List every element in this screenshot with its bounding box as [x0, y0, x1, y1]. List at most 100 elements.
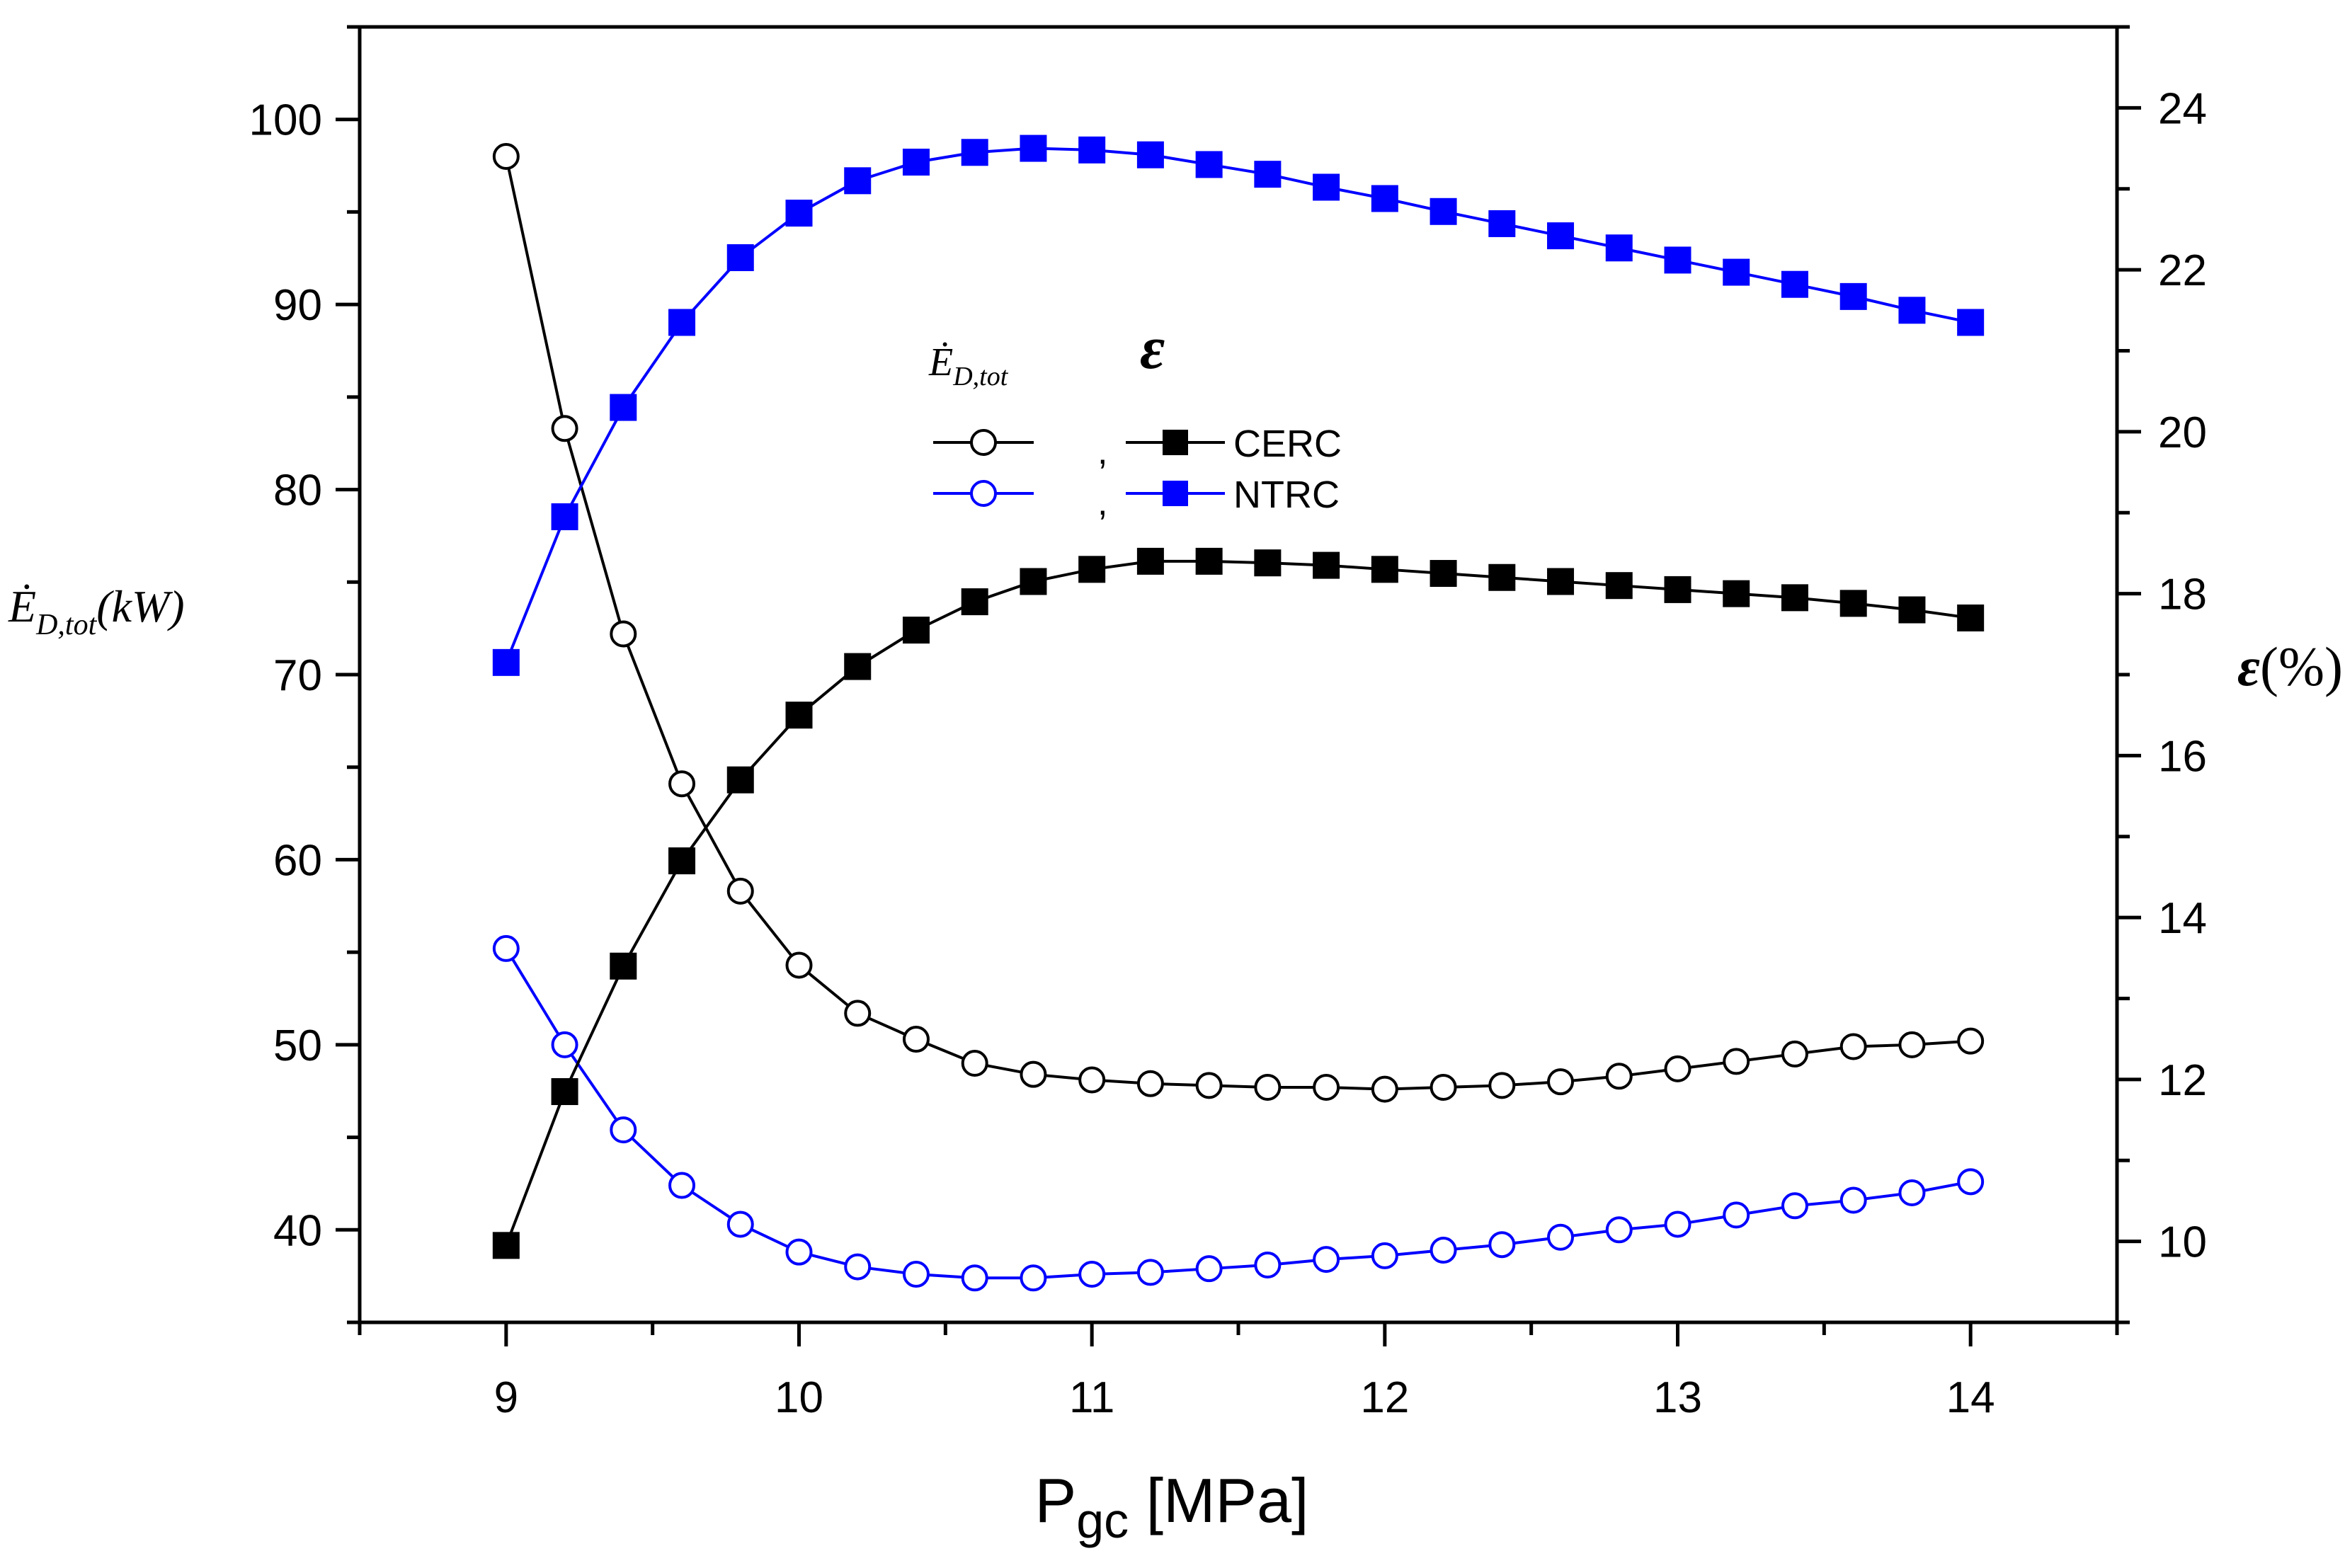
ntrc-exergy-destruction-point: [1371, 1242, 1398, 1269]
y-left-tick-label: 100: [249, 96, 322, 145]
y-right-axis-title: ε(%): [2237, 636, 2343, 697]
y-right-tick-label: 20: [2158, 408, 2207, 457]
series-layer: [492, 135, 1985, 1292]
x-tick-label: 13: [1653, 1373, 1702, 1422]
ntrc-exergy-destruction-point: [1020, 1264, 1047, 1292]
cerc-exergy-destruction-point: [1898, 1031, 1926, 1058]
ntrc-efficiency-point: [1254, 161, 1282, 188]
cerc-exergy-destruction-point: [1957, 1027, 1985, 1055]
cerc-efficiency-point: [1898, 596, 1926, 624]
cerc-exergy-destruction-point: [1488, 1072, 1516, 1099]
ntrc-exergy-destruction-point: [1723, 1201, 1750, 1229]
cerc-efficiency-point: [1547, 568, 1575, 595]
ntrc-efficiency-point: [1547, 222, 1575, 250]
ntrc-efficiency-point: [668, 309, 696, 336]
cerc-efficiency-point: [1136, 547, 1164, 575]
ntrc-efficiency-point: [551, 503, 578, 530]
cerc-exergy-destruction-point: [1254, 1073, 1282, 1101]
ntrc-exergy-destruction-point: [551, 1031, 578, 1058]
cerc-efficiency-point: [610, 952, 637, 980]
ntrc-efficiency-point: [1313, 173, 1340, 201]
cerc-exergy-destruction-point: [1547, 1068, 1575, 1096]
cerc-exergy-destruction-point: [1195, 1072, 1223, 1099]
cerc-efficiency-line: [504, 559, 1971, 1247]
legend-ntrc-circle-marker: [970, 480, 997, 507]
cerc-efficiency-point: [726, 766, 754, 794]
x-tick-label: 10: [775, 1373, 823, 1422]
cerc-exergy-destruction-point: [1020, 1060, 1047, 1088]
ntrc-efficiency-point: [1195, 151, 1223, 178]
ntrc-efficiency-line: [504, 147, 1971, 663]
ntrc-exergy-destruction-point: [1957, 1168, 1985, 1196]
cerc-exergy-destruction-point: [551, 415, 578, 442]
ntrc-efficiency-point: [1020, 135, 1047, 162]
y-right-tick-label: 12: [2158, 1056, 2207, 1105]
ntrc-exergy-destruction-point: [610, 1116, 637, 1144]
ntrc-efficiency-point: [1664, 246, 1691, 274]
ntrc-exergy-destruction-point: [1547, 1223, 1575, 1251]
ntrc-exergy-destruction-point: [1195, 1255, 1223, 1283]
cerc-efficiency-point: [1488, 563, 1516, 591]
legend-cerc-square-marker: [1163, 430, 1188, 455]
legend-ntrc-label: NTRC: [1233, 474, 1340, 516]
ntrc-efficiency-point: [1605, 234, 1633, 262]
y-left-tick-label: 90: [273, 281, 322, 330]
ntrc-efficiency-point: [1898, 297, 1926, 324]
cerc-efficiency-point: [1313, 551, 1340, 579]
cerc-efficiency-point: [1957, 604, 1985, 631]
ntrc-exergy-destruction-point: [1313, 1246, 1340, 1274]
y-left-tick-label: 60: [273, 836, 322, 885]
ntrc-efficiency-point: [610, 394, 637, 421]
cerc-exergy-destruction-point: [610, 620, 637, 648]
ntrc-exergy-destruction-point: [726, 1211, 754, 1238]
cerc-exergy-destruction-point: [1605, 1063, 1633, 1090]
ntrc-efficiency-point: [1723, 258, 1750, 286]
ntrc-efficiency-point: [844, 167, 872, 195]
cerc-efficiency-point: [844, 653, 872, 680]
cerc-efficiency-point: [961, 588, 988, 616]
cerc-efficiency-point: [785, 702, 813, 729]
ntrc-exergy-destruction-point: [1664, 1211, 1691, 1238]
ntrc-exergy-destruction-point: [1078, 1261, 1106, 1288]
ntrc-exergy-destruction-point: [668, 1172, 696, 1199]
legend: ĖD,tot ε, CERC, NTRC: [928, 314, 1342, 523]
cerc-exergy-destruction-point: [1781, 1040, 1808, 1068]
ntrc-exergy-destruction-point: [844, 1253, 872, 1281]
ntrc-efficiency-point: [1488, 210, 1516, 237]
cerc-exergy-destruction-point: [785, 951, 813, 979]
ntrc-exergy-destruction-point: [785, 1238, 813, 1266]
y-right-tick-label: 18: [2158, 571, 2207, 619]
ntrc-exergy-destruction-point: [492, 934, 520, 962]
legend-header-efficiency: ε: [1140, 314, 1165, 382]
cerc-exergy-destruction-point: [668, 770, 696, 798]
cerc-efficiency-point: [1605, 572, 1633, 600]
cerc-exergy-destruction-point: [1078, 1066, 1106, 1094]
ntrc-exergy-destruction-point: [1430, 1237, 1457, 1264]
ntrc-efficiency-point: [1781, 270, 1808, 298]
ntrc-efficiency-point: [1078, 136, 1106, 164]
cerc-efficiency-point: [1020, 568, 1047, 595]
cerc-efficiency-point: [492, 1232, 520, 1259]
ntrc-efficiency-point: [1371, 185, 1398, 212]
cerc-exergy-destruction-point: [1839, 1033, 1867, 1060]
cerc-efficiency-point: [1254, 549, 1282, 577]
cerc-efficiency-point: [1430, 560, 1457, 588]
legend-separator: ,: [1097, 431, 1107, 472]
ntrc-efficiency-point: [961, 139, 988, 166]
ntrc-efficiency-point: [902, 149, 930, 176]
ntrc-exergy-destruction-point: [1136, 1259, 1164, 1286]
cerc-exergy-destruction-point: [902, 1026, 930, 1053]
axes: 9 10 11 12 13 14 Pgc [MPa] 40 50 60 70 80 90 100 ĖD,to…: [8, 25, 2343, 1548]
ntrc-exergy-destruction-point: [1839, 1186, 1867, 1214]
ntrc-efficiency-point: [1957, 309, 1985, 336]
y-right-tick-label: 24: [2158, 84, 2207, 133]
ntrc-efficiency-point: [1136, 141, 1164, 168]
cerc-efficiency-point: [1195, 547, 1223, 575]
y-left-tick-label: 40: [273, 1206, 322, 1255]
y-right-tick-label: 16: [2158, 732, 2207, 781]
x-tick-label: 9: [494, 1373, 518, 1422]
ntrc-exergy-destruction-point: [1254, 1251, 1282, 1278]
cerc-exergy-destruction-point: [726, 877, 754, 905]
